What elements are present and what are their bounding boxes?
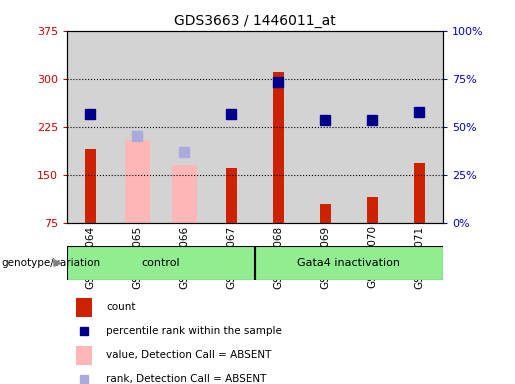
Bar [67, 31, 114, 223]
Text: rank, Detection Call = ABSENT: rank, Detection Call = ABSENT [106, 374, 267, 384]
Text: genotype/variation: genotype/variation [2, 258, 100, 268]
Text: percentile rank within the sample: percentile rank within the sample [106, 326, 282, 336]
Bar [76, 298, 92, 317]
Bar [161, 31, 208, 223]
Bar [67, 246, 255, 280]
Bar [255, 246, 443, 280]
Bar [114, 31, 161, 223]
Bar [272, 72, 284, 223]
Bar [396, 31, 443, 223]
Bar [208, 31, 255, 223]
Text: control: control [142, 258, 180, 268]
Bar [226, 168, 237, 223]
Bar [349, 31, 396, 223]
Text: value, Detection Call = ABSENT: value, Detection Call = ABSENT [106, 350, 272, 360]
Bar [302, 31, 349, 223]
Bar [255, 31, 302, 223]
Bar [414, 163, 425, 223]
Bar [367, 197, 379, 223]
Bar [84, 149, 96, 223]
Text: Gata4 inactivation: Gata4 inactivation [297, 258, 400, 268]
Bar [319, 204, 331, 223]
Bar [76, 346, 92, 365]
Title: GDS3663 / 1446011_at: GDS3663 / 1446011_at [174, 14, 336, 28]
Bar [171, 165, 197, 223]
Bar [125, 139, 150, 223]
Text: count: count [106, 302, 136, 312]
